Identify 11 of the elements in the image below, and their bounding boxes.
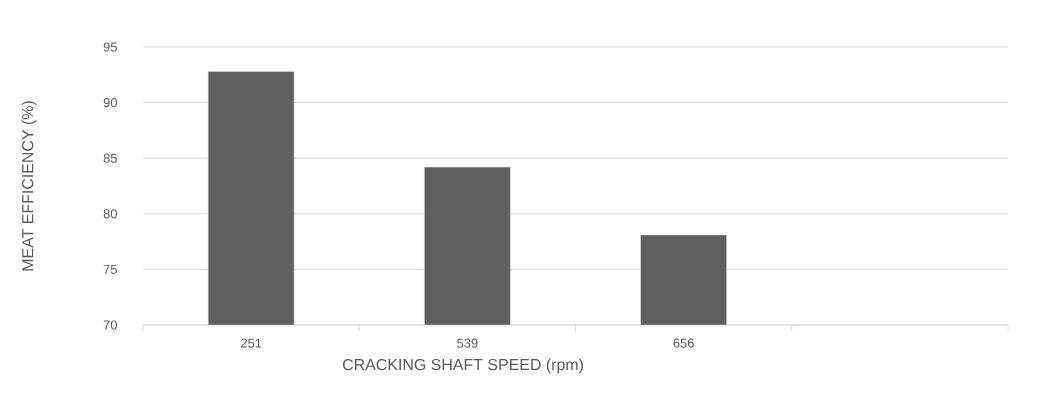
y-tick-label: 75 (103, 264, 117, 274)
x-tick-label: 251 (240, 338, 262, 348)
x-tick-label: 539 (457, 338, 478, 348)
y-tick-label: 70 (103, 320, 117, 330)
x-axis-title: CRACKING SHAFT SPEED (rpm) (342, 358, 583, 374)
x-tick-label: 656 (673, 338, 694, 348)
y-tick-label: 95 (103, 42, 117, 52)
y-tick-label: 85 (103, 153, 117, 163)
y-tick-label: 80 (103, 209, 117, 219)
y-tick-label: 90 (103, 98, 117, 108)
y-axis-title: MEAT EFFICIENCY (%) (21, 101, 37, 271)
